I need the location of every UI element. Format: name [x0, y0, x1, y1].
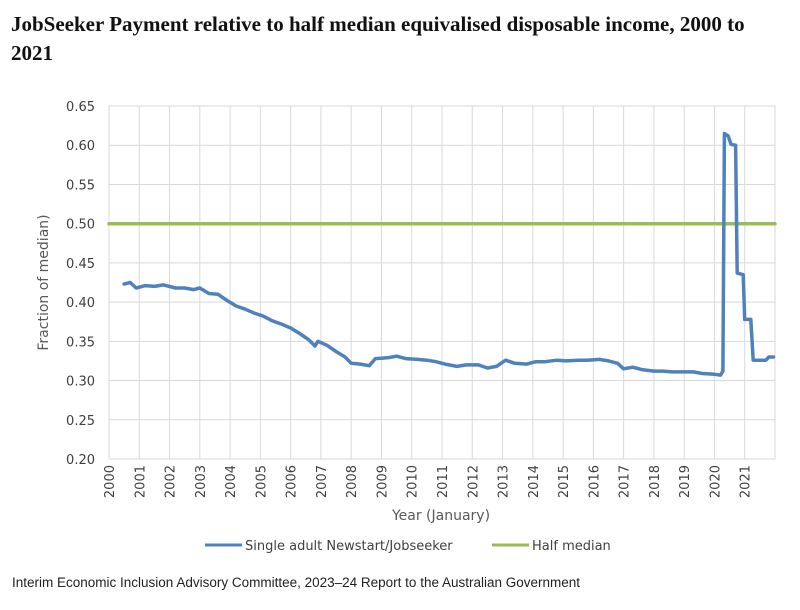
x-tick-label: 2000 [103, 465, 118, 498]
x-axis-ticks: 2000 2001 2002 2003 2004 2005 2006 2007 2008 2009… [103, 465, 754, 498]
y-tick-label: 0.45 [66, 257, 95, 272]
x-tick-label: 2009 [375, 465, 390, 498]
y-tick-label: 0.30 [66, 375, 95, 390]
series-line-newstart [122, 131, 776, 377]
x-tick-label: 2005 [254, 465, 269, 498]
x-tick-label: 2021 [739, 465, 754, 498]
y-tick-label: 0.65 [66, 100, 95, 115]
x-tick-label: 2020 [708, 465, 723, 498]
x-tick-label: 2010 [406, 465, 421, 498]
x-axis-label: Year (January) [391, 508, 490, 524]
x-tick-label: 2013 [497, 465, 512, 498]
series-lines [107, 131, 777, 377]
x-tick-label: 2012 [466, 465, 481, 498]
y-tick-label: 0.40 [66, 296, 95, 311]
legend: Single adult Newstart/Jobseeker Half med… [205, 539, 611, 554]
y-axis-ticks: 0.20 0.25 0.30 0.35 0.40 0.45 0.50 0.55 0.60 0.65 [66, 100, 95, 468]
x-tick-label: 2019 [678, 465, 693, 498]
x-tick-label: 2018 [648, 465, 663, 498]
y-tick-label: 0.50 [66, 218, 95, 233]
y-tick-label: 0.60 [66, 139, 95, 154]
x-tick-label: 2003 [194, 465, 209, 498]
x-tick-label: 2001 [133, 465, 148, 498]
x-tick-label: 2002 [164, 465, 179, 498]
x-tick-label: 2011 [436, 465, 451, 498]
y-axis-label: Fraction of median) [36, 214, 52, 350]
x-tick-label: 2004 [224, 465, 239, 498]
legend-label-newstart: Single adult Newstart/Jobseeker [245, 539, 453, 554]
y-tick-label: 0.20 [66, 453, 95, 468]
line-chart: 0.20 0.25 0.30 0.35 0.40 0.45 0.50 0.55 0.60 0.65… [36, 100, 777, 554]
x-tick-label: 2017 [618, 465, 633, 498]
source-note: Interim Economic Inclusion Advisory Comm… [12, 575, 581, 590]
x-tick-label: 2016 [587, 465, 602, 498]
x-tick-label: 2006 [285, 465, 300, 498]
y-tick-label: 0.55 [66, 178, 95, 193]
y-tick-label: 0.25 [66, 414, 95, 429]
x-tick-label: 2014 [527, 465, 542, 498]
x-tick-label: 2007 [315, 465, 330, 498]
gridlines [108, 105, 776, 460]
x-tick-label: 2008 [345, 465, 360, 498]
y-tick-label: 0.35 [66, 335, 95, 350]
legend-label-half-median: Half median [532, 539, 611, 554]
chart-title: JobSeeker Payment relative to half media… [11, 12, 745, 65]
x-tick-label: 2015 [557, 465, 572, 498]
